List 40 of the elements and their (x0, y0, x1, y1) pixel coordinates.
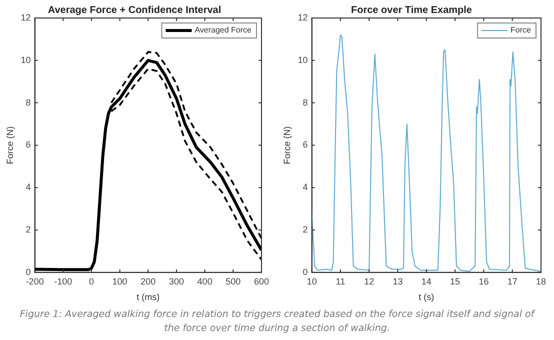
x-tick-label: 12 (364, 276, 374, 286)
caption: Figure 1: Averaged walking force in relation to triggers created based on the force signal itself and signal of the force over time during a section of walking. (18, 308, 536, 336)
x-tick-label: 300 (168, 276, 184, 286)
y-tick-label: 0 (26, 266, 31, 277)
x-tick-label: 13 (392, 276, 403, 286)
y-tick-label: 2 (26, 224, 31, 234)
x-tick-label: -200 (26, 276, 44, 286)
y-tick-label: 6 (302, 140, 308, 150)
y-tick-label: 10 (20, 54, 31, 65)
x-tick-label: 14 (421, 276, 432, 286)
y-tick-label: 10 (298, 54, 308, 65)
y-tick-label: 0 (302, 266, 308, 277)
y-tick-label: 12 (298, 12, 308, 22)
x-tick-label: 600 (254, 276, 270, 286)
x-tick-label: 500 (226, 276, 241, 286)
y-axis-title: Force (N) (4, 126, 15, 164)
y-axis-title: Force (N) (282, 126, 292, 164)
x-tick-label: 18 (536, 276, 546, 286)
legend-label: Averaged Force (194, 26, 252, 35)
legend-label: Force (510, 26, 532, 35)
y-tick-label: 6 (26, 140, 31, 150)
chart-title: Average Force + Confidence Interval (48, 4, 222, 16)
x-tick-label: 0 (88, 276, 94, 286)
x-tick-label: 17 (507, 276, 518, 286)
x-tick-label: 400 (197, 276, 212, 286)
x-axis-title: t (s) (418, 292, 434, 302)
x-tick-label: 16 (478, 276, 489, 286)
chart-title: Force over Time Example (351, 4, 472, 16)
y-tick-label: 8 (26, 97, 31, 108)
x-tick-label: -100 (54, 276, 72, 286)
y-tick-label: 8 (302, 97, 308, 108)
y-tick-label: 4 (302, 182, 308, 192)
x-tick-label: 11 (336, 276, 346, 286)
y-tick-label: 2 (302, 224, 308, 234)
y-tick-label: 4 (26, 182, 31, 192)
y-tick-label: 12 (20, 12, 31, 22)
x-tick-label: 200 (140, 276, 156, 286)
x-tick-label: 100 (112, 276, 128, 286)
x-axis-title: t (ms) (136, 292, 160, 302)
x-tick-label: 15 (450, 276, 460, 286)
